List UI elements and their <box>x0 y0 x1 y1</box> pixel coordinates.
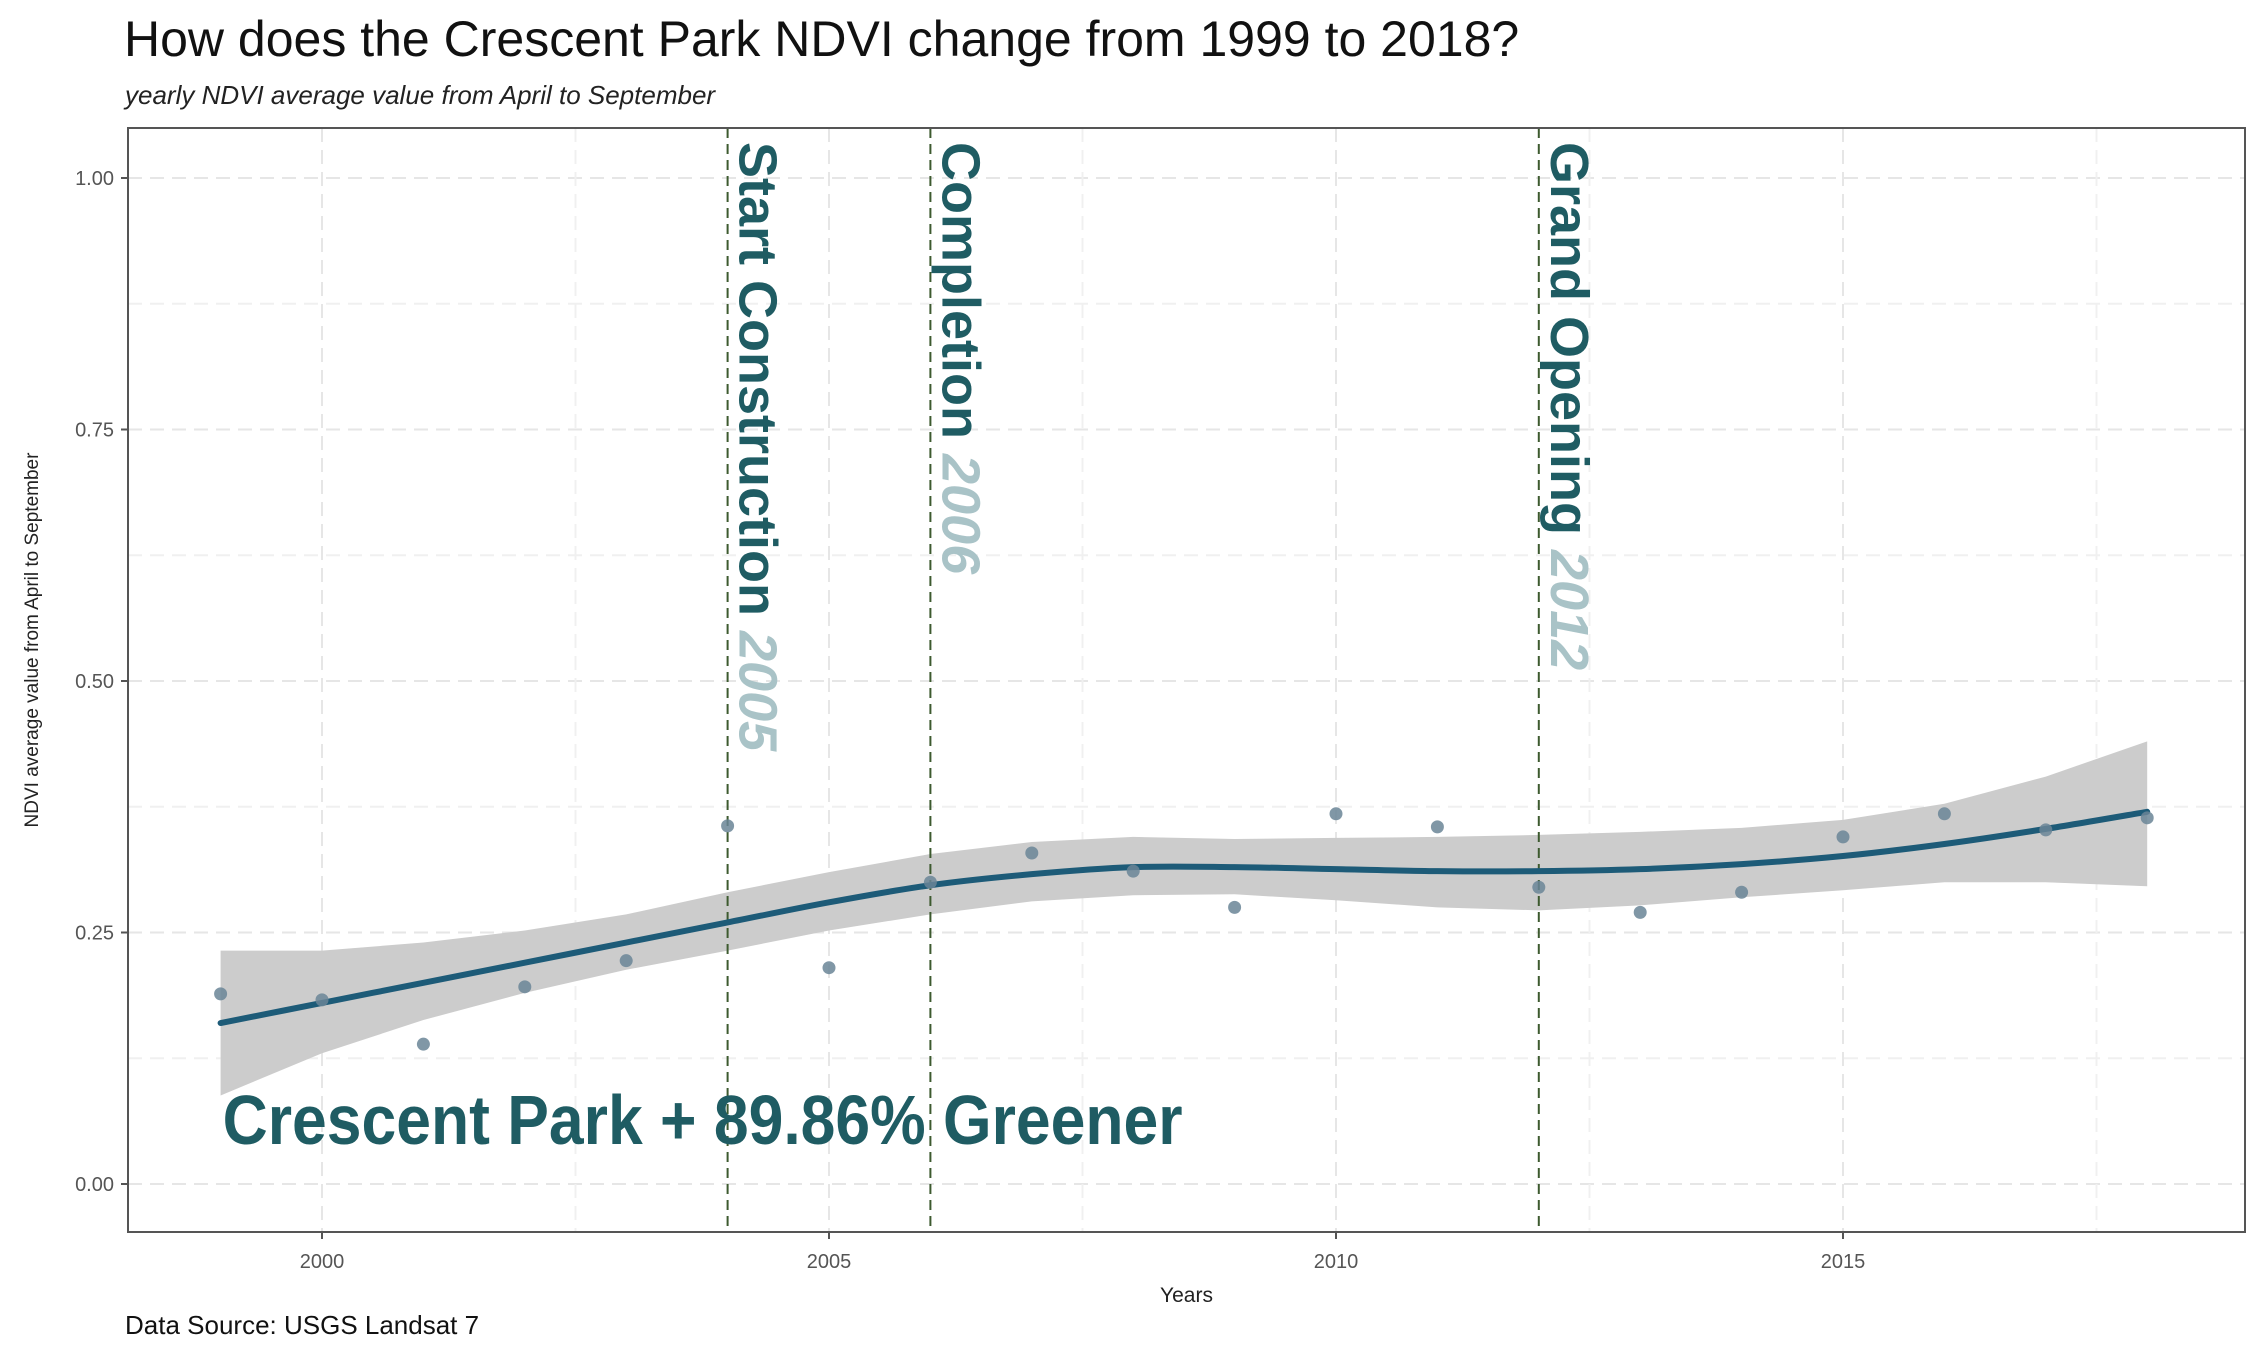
y-tick-label: 0.75 <box>75 420 114 442</box>
data-point <box>619 954 633 968</box>
data-point <box>1025 846 1039 860</box>
x-axis-label: Years <box>1160 1284 1213 1307</box>
event-label-year: 2006 <box>930 453 990 575</box>
chart-subtitle: yearly NDVI average value from April to … <box>125 80 716 110</box>
x-tick-label: 2010 <box>1314 1251 1359 1273</box>
annotations-layer: Start Construction 2005 Completion 2006 Gr… <box>223 142 1599 1159</box>
y-tick-label: 0.00 <box>75 1174 114 1196</box>
smooth-line-layer <box>217 808 2151 1027</box>
data-point <box>416 1037 430 1051</box>
y-tick-label: 1.00 <box>75 168 114 190</box>
event-label-text: Completion <box>930 142 990 454</box>
data-point <box>1937 807 1951 821</box>
event-label: Grand Opening 2012 <box>1539 142 1599 670</box>
y-tick-label: 0.50 <box>75 671 114 693</box>
y-axis-label: NDVI average value from April to Septemb… <box>22 452 43 828</box>
data-point <box>923 875 937 889</box>
x-tick-label: 2015 <box>1821 1251 1866 1273</box>
event-label-year: 2005 <box>728 630 788 752</box>
chart-title: How does the Crescent Park NDVI change f… <box>124 11 1520 67</box>
smooth-trend-line <box>217 808 2151 1027</box>
data-point <box>214 987 228 1001</box>
axis-layer: 0.00 0.25 0.50 0.75 1.00 2000 2005 2010 2015 <box>75 168 1865 1273</box>
y-tick-label: 0.25 <box>75 923 114 945</box>
data-point <box>2039 823 2053 837</box>
confidence-band-layer <box>220 741 2148 1096</box>
event-lines-layer <box>726 128 1540 1232</box>
data-point <box>518 980 532 994</box>
data-point <box>1532 880 1546 894</box>
x-tick-label: 2005 <box>807 1251 852 1273</box>
data-point <box>2140 811 2154 825</box>
event-label-text: Start Construction <box>728 142 788 631</box>
data-point <box>1836 830 1850 844</box>
data-point <box>1126 864 1140 878</box>
event-label-text: Grand Opening <box>1539 142 1599 550</box>
data-point <box>1633 905 1647 919</box>
event-label: Completion 2006 <box>930 142 990 575</box>
grid-layer <box>128 128 2245 1232</box>
confidence-band <box>220 741 2148 1096</box>
data-source-caption: Data Source: USGS Landsat 7 <box>125 1310 480 1340</box>
data-point <box>315 993 329 1007</box>
event-label-year: 2012 <box>1539 549 1599 670</box>
data-point <box>1329 807 1343 821</box>
data-point <box>1430 820 1444 834</box>
data-point <box>822 961 836 975</box>
greener-annotation: Crescent Park + 89.86% Greener <box>223 1081 1183 1159</box>
data-point <box>721 819 735 833</box>
points-layer <box>214 807 2154 1051</box>
data-point <box>1228 900 1242 914</box>
x-tick-label: 2000 <box>300 1251 345 1273</box>
data-point <box>1735 885 1749 899</box>
event-label: Start Construction 2005 <box>728 142 788 752</box>
